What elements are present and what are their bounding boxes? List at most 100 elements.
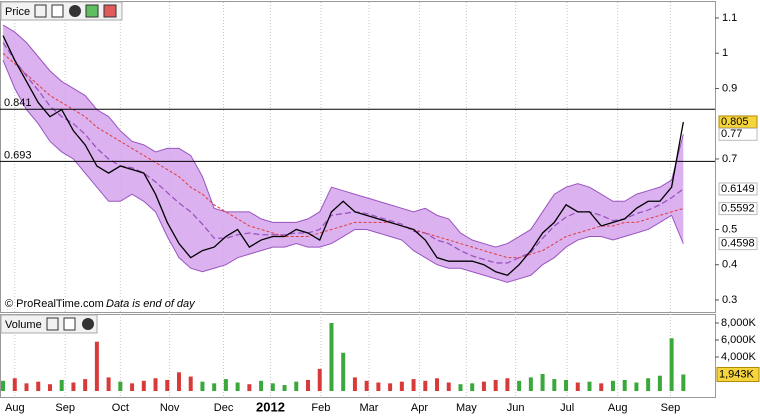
volume-bar	[669, 338, 674, 391]
window-icon[interactable]	[63, 317, 76, 331]
x-tick-label: Jun	[507, 402, 525, 414]
middle-band	[2, 42, 684, 264]
window-icon[interactable]	[51, 4, 64, 18]
volume-bar	[610, 380, 615, 391]
last-volume-box	[716, 366, 760, 382]
volume-bar	[223, 379, 228, 391]
x-tick-label: Sep	[661, 402, 681, 414]
volume-bar	[376, 382, 381, 391]
volume-bar	[12, 378, 17, 391]
volume-bar	[564, 379, 569, 391]
y-tick-label: 1	[722, 47, 728, 59]
volume-bar	[71, 382, 76, 391]
x-tick-label: Jul	[560, 402, 574, 414]
price-line	[2, 35, 684, 277]
x-tick-label: Aug	[5, 402, 25, 414]
volume-bar	[458, 384, 463, 391]
volume-bar	[317, 368, 322, 391]
volume-bar	[130, 383, 135, 391]
lower-band	[2, 60, 684, 283]
volume-bar	[176, 372, 181, 391]
x-tick-label: Aug	[608, 402, 628, 414]
volume-bar	[306, 379, 311, 391]
y-tick-label: 0.4	[722, 259, 737, 271]
last-upper-label-box	[718, 127, 758, 141]
y-tick-label: 1.1	[722, 12, 737, 24]
volume-bar	[188, 376, 193, 391]
last-upper-label: 0.77	[721, 128, 742, 140]
volume-bar	[423, 380, 428, 391]
last-ma-label-box	[718, 202, 758, 216]
volume-bar	[259, 380, 264, 391]
last-lower-label: 0.4598	[721, 238, 755, 250]
volume-bar	[212, 383, 217, 391]
panel-title: Volume	[5, 319, 42, 331]
volume-bar	[247, 384, 252, 391]
last-ma-label: 0.5592	[721, 203, 755, 215]
volume-bar	[435, 378, 440, 391]
x-tick-label: May	[456, 402, 477, 414]
y-tick-label: 0.7	[722, 153, 737, 165]
x-tick-label: Apr	[411, 402, 428, 414]
volume-bar	[282, 385, 287, 391]
horizontal-line-label: 0.841	[4, 97, 32, 109]
volume-bar	[622, 379, 627, 391]
volume-bar	[575, 382, 580, 391]
down-icon[interactable]	[103, 4, 117, 18]
volume-bar	[24, 383, 29, 391]
y-tick-label: 0.3	[722, 294, 737, 306]
volume-bar	[411, 379, 416, 391]
volume-bar	[329, 323, 334, 391]
panel-title: Price	[5, 6, 30, 18]
volume-bar	[646, 378, 651, 391]
volume-bar	[235, 382, 240, 391]
volume-bar	[94, 341, 99, 391]
volume-bar	[270, 383, 275, 391]
last-price-label: 0.805	[721, 116, 749, 128]
y-tick-label: 4,000K	[721, 351, 757, 363]
y-tick-label: 0.5	[722, 223, 737, 235]
volume-bar	[470, 383, 475, 391]
volume-bar	[399, 381, 404, 391]
x-tick-label: Dec	[214, 402, 234, 414]
close-icon[interactable]	[82, 318, 94, 330]
last-middle-label-box	[718, 182, 758, 196]
volume-bar	[352, 377, 357, 391]
last-lower-label-box	[718, 237, 758, 251]
horizontal-line-label: 0.693	[4, 149, 32, 161]
y-tick-label: 6,000K	[721, 334, 757, 346]
volume-header: Volume	[0, 314, 98, 334]
settings-icon[interactable]	[34, 4, 47, 18]
volume-bar	[505, 378, 510, 391]
volume-bar	[599, 383, 604, 391]
volume-bar	[587, 381, 592, 391]
volume-bar	[1, 380, 6, 391]
volume-bar	[388, 383, 393, 391]
price-header: Price	[0, 1, 123, 21]
volume-bar	[528, 377, 533, 391]
volume-bar	[657, 375, 662, 391]
volume-bar	[153, 378, 158, 391]
volume-bar	[552, 379, 557, 391]
moving-average	[2, 52, 684, 259]
last-volume-label: 1,943K	[719, 368, 755, 380]
volume-bar	[59, 379, 64, 391]
volume-bar	[341, 352, 346, 391]
close-icon[interactable]	[69, 5, 81, 17]
volume-bar	[540, 374, 545, 391]
up-icon[interactable]	[85, 4, 99, 18]
volume-bar	[517, 380, 522, 391]
note: Data is end of day	[106, 298, 196, 310]
volume-bar	[446, 382, 451, 391]
volume-bar	[294, 381, 299, 391]
y-tick-label: 0.9	[722, 82, 737, 94]
band-fill	[3, 25, 684, 283]
copyright: © ProRealTime.com	[5, 298, 104, 310]
volume-bar	[681, 374, 686, 391]
x-tick-label: Mar	[360, 402, 379, 414]
settings-icon[interactable]	[46, 317, 59, 331]
volume-bar	[493, 379, 498, 391]
x-tick-label: Nov	[160, 402, 180, 414]
volume-bar	[47, 384, 52, 391]
